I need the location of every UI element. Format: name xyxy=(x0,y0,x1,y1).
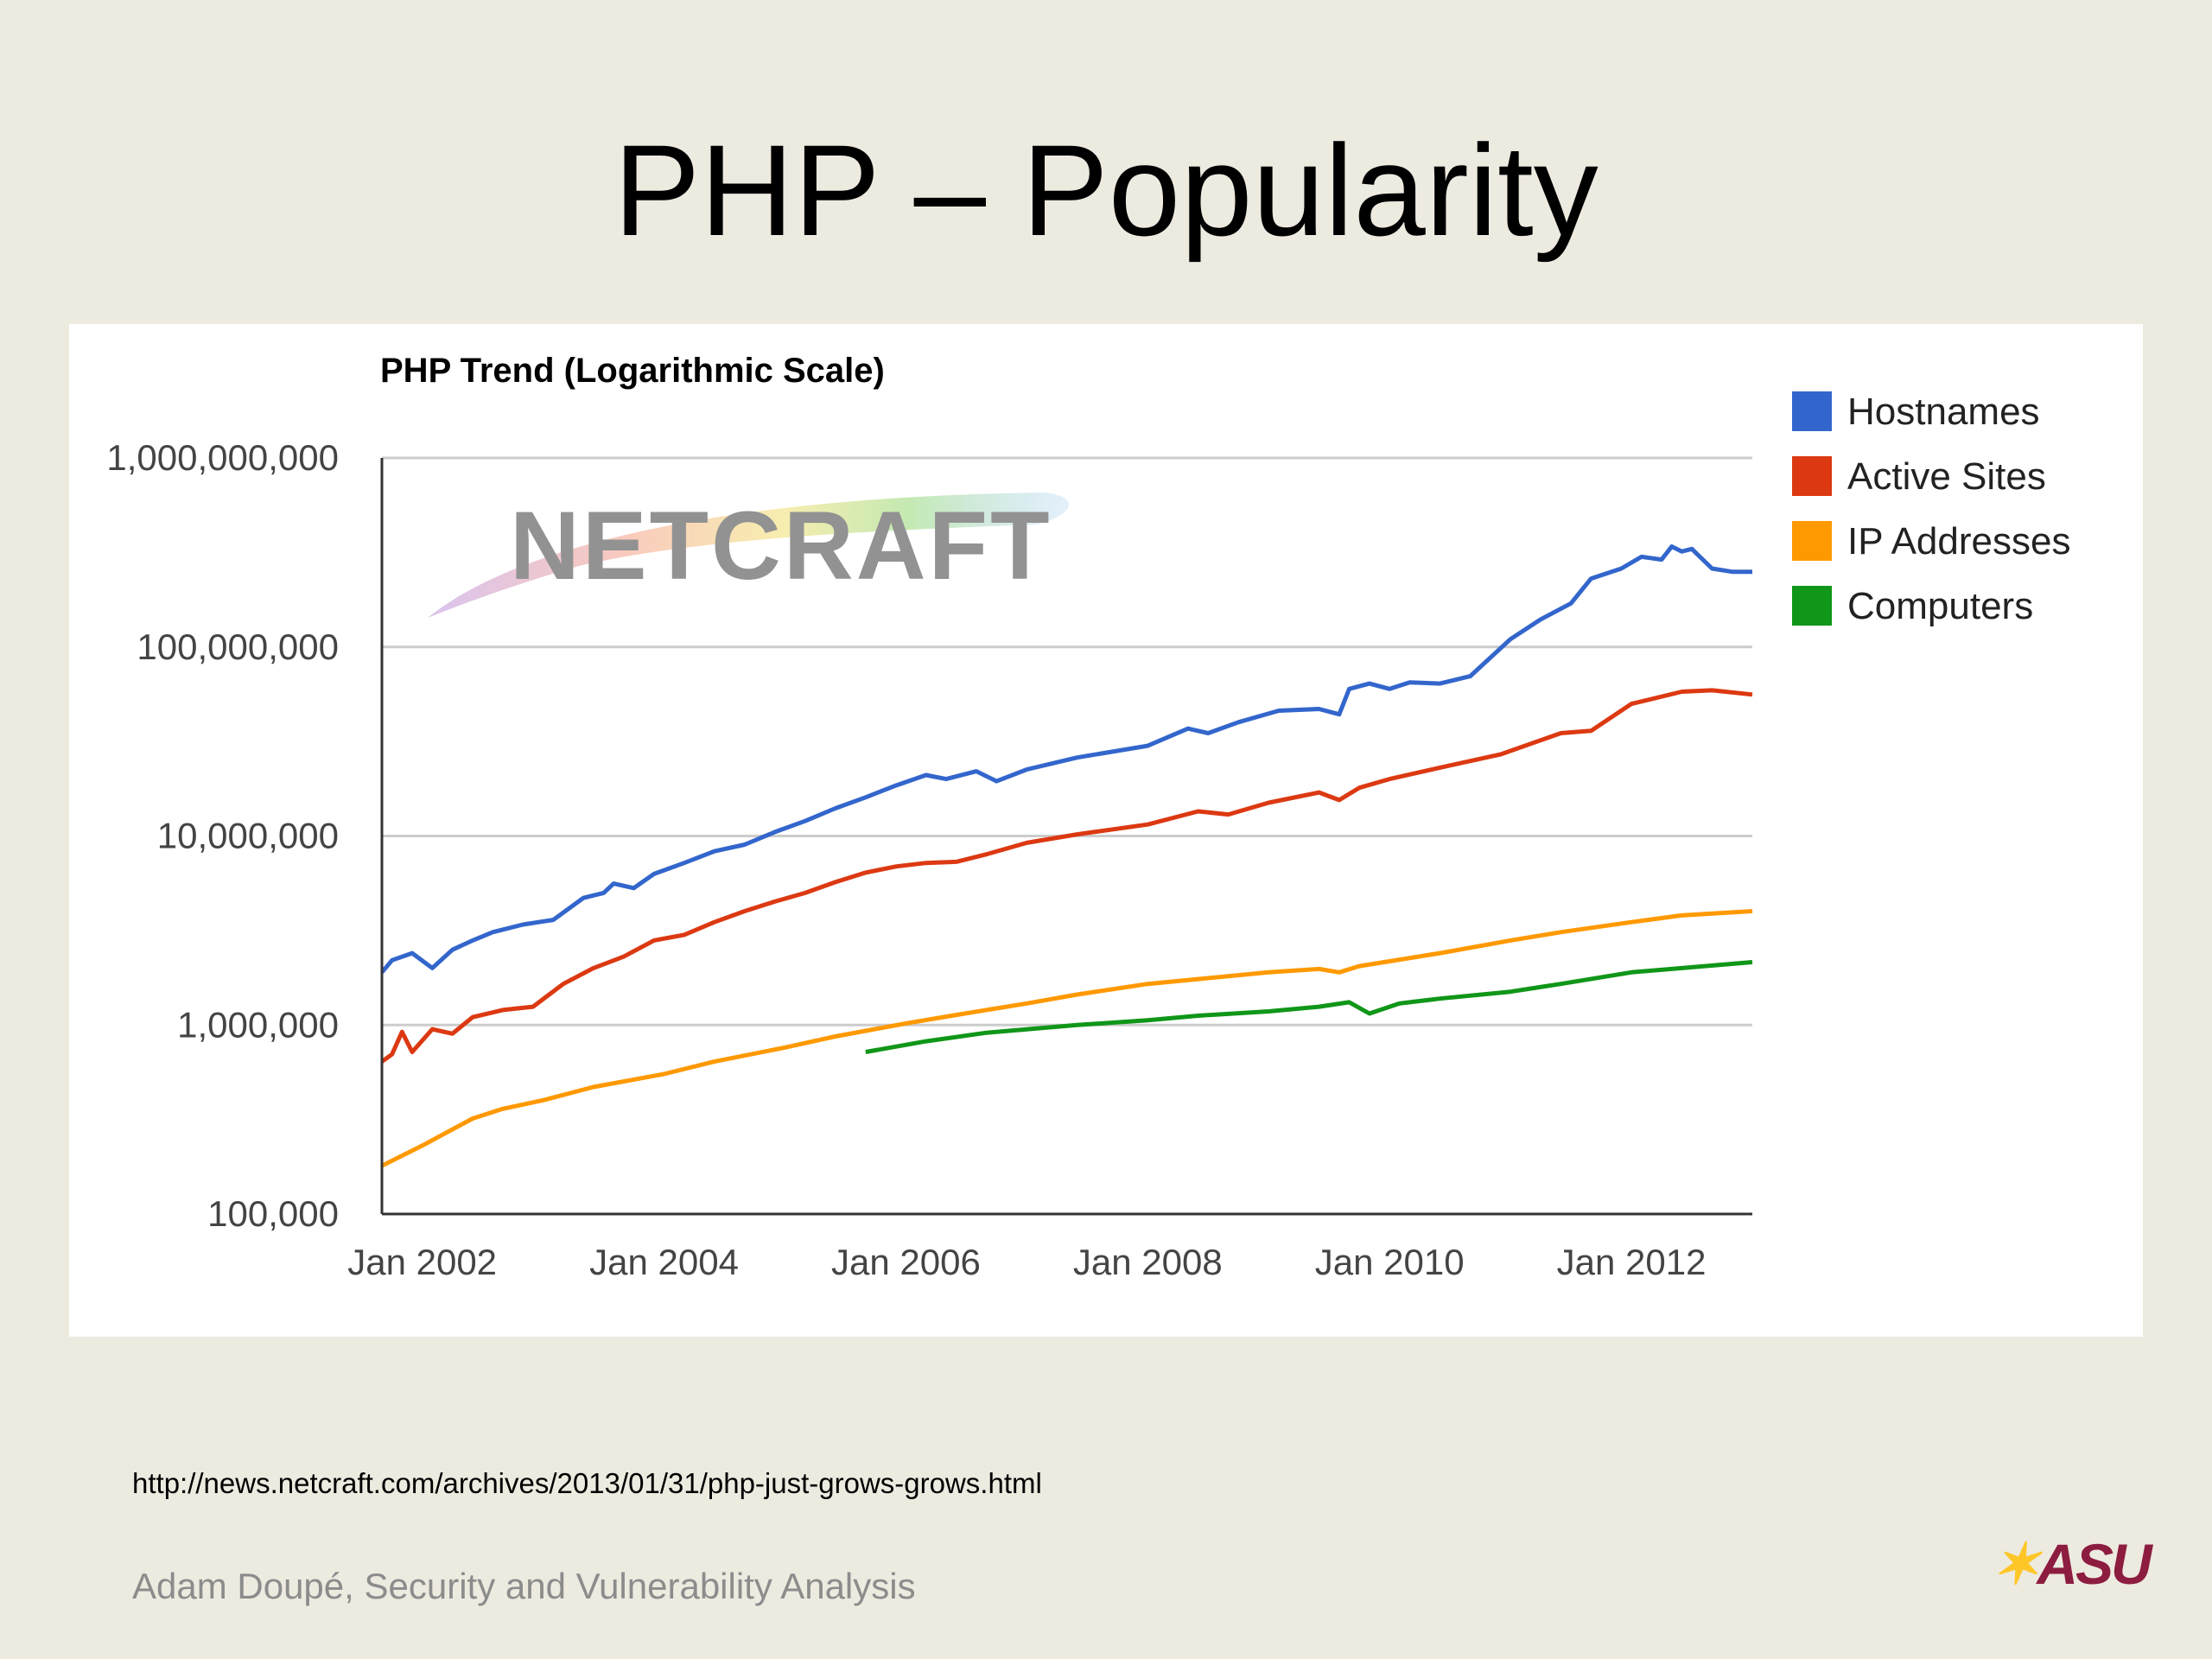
axes: 1,000,000,000 100,000,000 10,000,000 1,000,… xyxy=(106,437,1752,1282)
asu-logo-text: ASU xyxy=(2037,1532,2152,1596)
asu-logo: ✶ASU xyxy=(1992,1532,2152,1596)
legend-label-computers: Computers xyxy=(1847,585,2033,627)
x-tick-label: Jan 2012 xyxy=(1557,1242,1707,1282)
y-tick-label: 1,000,000 xyxy=(177,1004,339,1045)
php-trend-chart: PHP Trend (Logarithmic Scale) NETCRAFT 1… xyxy=(106,352,2070,1282)
series-lines xyxy=(380,544,1753,1168)
series-line-ip-addresses xyxy=(380,909,1753,1168)
slide-title: PHP – Popularity xyxy=(613,118,1599,263)
y-tick-label: 10,000,000 xyxy=(157,816,339,856)
x-tick-label: Jan 2006 xyxy=(831,1242,981,1282)
legend-label-active-sites: Active Sites xyxy=(1847,455,2046,498)
chart-panel: PHP Trend (Logarithmic Scale) NETCRAFT 1… xyxy=(69,324,2143,1337)
y-tick-label: 100,000 xyxy=(207,1193,339,1234)
legend-swatch-active-sites xyxy=(1792,456,1832,496)
legend-swatch-computers xyxy=(1792,586,1832,626)
footer-text: Adam Doupé, Security and Vulnerability A… xyxy=(132,1566,916,1606)
legend-label-hostnames: Hostnames xyxy=(1847,391,2040,433)
netcraft-wordmark: NETCRAFT xyxy=(510,492,1052,600)
x-tick-label: Jan 2002 xyxy=(347,1242,497,1282)
legend-swatch-hostnames xyxy=(1792,391,1832,431)
x-tick-label: Jan 2004 xyxy=(589,1242,739,1282)
series-line-hostnames xyxy=(380,544,1752,974)
x-tick-label: Jan 2010 xyxy=(1315,1242,1465,1282)
netcraft-watermark: NETCRAFT xyxy=(428,492,1070,618)
series-line-computers xyxy=(865,960,1753,1054)
legend-label-ip-addresses: IP Addresses xyxy=(1847,520,2070,563)
legend-swatch-ip-addresses xyxy=(1792,521,1832,561)
y-tick-label: 100,000,000 xyxy=(137,626,339,667)
series-line-active-sites xyxy=(380,688,1753,1064)
chart-title: PHP Trend (Logarithmic Scale) xyxy=(380,352,885,390)
legend: Hostnames Active Sites IP Addresses Compute… xyxy=(1792,391,2070,627)
y-tick-label: 1,000,000,000 xyxy=(106,437,339,478)
source-url[interactable]: http://news.netcraft.com/archives/2013/0… xyxy=(132,1467,1042,1499)
x-tick-label: Jan 2008 xyxy=(1073,1242,1223,1282)
